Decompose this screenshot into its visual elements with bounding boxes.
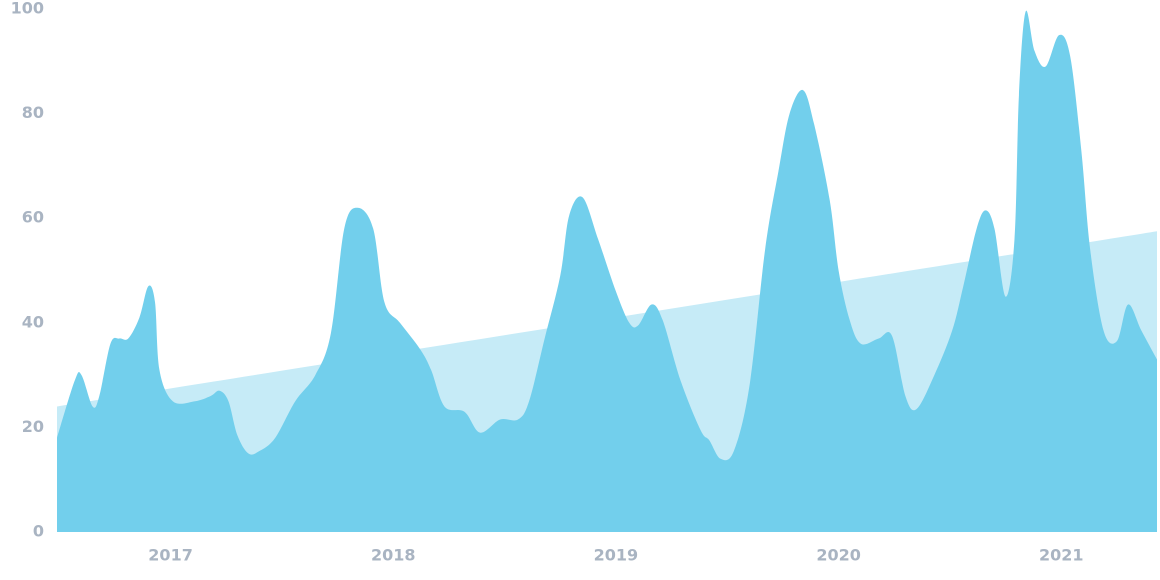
- y-tick-label: 20: [22, 417, 44, 436]
- y-tick-label: 100: [11, 0, 44, 18]
- y-tick-label: 40: [22, 312, 44, 331]
- y-tick-label: 80: [22, 103, 44, 122]
- x-tick-label: 2021: [1039, 546, 1084, 565]
- area: [57, 10, 1157, 533]
- x-tick-label: 2019: [594, 546, 639, 565]
- y-tick-label: 60: [22, 208, 44, 227]
- y-tick-label: 0: [33, 522, 44, 541]
- x-tick-label: 2018: [371, 546, 416, 565]
- x-tick-label: 2017: [148, 546, 193, 565]
- x-tick-label: 2020: [816, 546, 861, 565]
